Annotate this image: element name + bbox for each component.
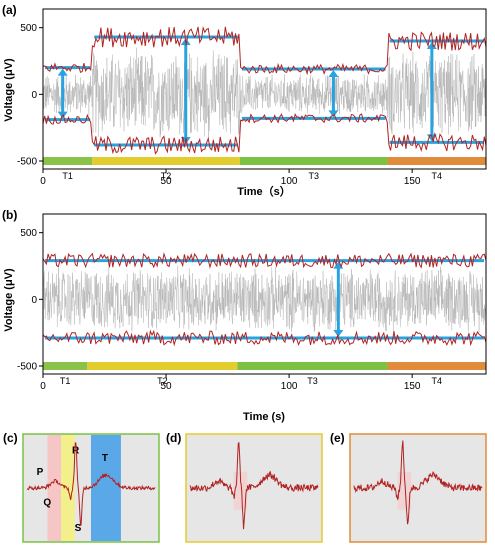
segment-label-t1: T1 — [60, 376, 71, 386]
y-tick-label: 0 — [31, 90, 37, 101]
plot-a-frame — [42, 8, 487, 170]
plot-b-frame — [42, 213, 487, 375]
y-tick-label: -500 — [17, 362, 37, 373]
ecg-beat — [26, 441, 156, 527]
x-tick-label: 100 — [281, 176, 298, 187]
segment-label-t3: T3 — [308, 171, 319, 181]
arrow-head — [333, 261, 344, 269]
wave-label-t: T — [102, 453, 108, 464]
wave-label-p: P — [37, 467, 44, 478]
segment-label-t4: T4 — [432, 376, 443, 386]
segment-bar-t4 — [387, 157, 486, 165]
beat-frame — [349, 433, 487, 543]
panel-label: (d) — [166, 431, 181, 445]
y-tick-label: 500 — [20, 228, 37, 239]
envelope-lower — [42, 329, 487, 347]
arrow-head — [328, 110, 339, 118]
segment-label-t2: T2 — [161, 171, 172, 181]
x-tick-label: 50 — [160, 381, 172, 392]
wave-label-s: S — [75, 523, 82, 534]
segment-bar-t1 — [43, 362, 88, 370]
wave-label-q: Q — [43, 497, 51, 508]
ecg-beat — [189, 441, 319, 530]
panel-a-label: (a) — [2, 3, 17, 17]
x-axis-label-b: Time (s) — [243, 411, 285, 423]
segment-bar-t3 — [239, 157, 388, 165]
x-tick-label: 150 — [404, 381, 421, 392]
panel-d: (d) — [166, 431, 323, 543]
y-tick-label: 500 — [20, 23, 37, 34]
x-tick-label: 150 — [404, 176, 421, 187]
x-tick-label: 0 — [40, 381, 46, 392]
segment-label-t1: T1 — [62, 171, 73, 181]
segment-label-t4: T4 — [432, 171, 443, 181]
y-tick-label: -500 — [17, 157, 37, 168]
envelope-lower — [42, 113, 487, 155]
x-tick-label: 0 — [40, 176, 46, 187]
panel-label: (e) — [330, 431, 345, 445]
ecg-signal — [42, 47, 487, 139]
ecg-signal — [42, 265, 487, 333]
arrow-head — [333, 330, 344, 337]
segment-bar-t1 — [43, 157, 93, 165]
y-tick-label: 0 — [31, 295, 37, 306]
arrow-head — [426, 42, 437, 49]
qrs-region — [61, 435, 75, 541]
x-tick-label: 100 — [281, 381, 298, 392]
x-axis-label-a: Time（s） — [237, 185, 291, 198]
st-region — [91, 435, 121, 541]
arrow-head — [328, 70, 339, 77]
y-axis-label-a: Voltage (μV) — [3, 58, 15, 122]
ecg-beat — [353, 440, 483, 525]
panel-e: (e) — [330, 431, 487, 543]
panel-label: (c) — [3, 431, 18, 445]
segment-label-t2: T2 — [157, 376, 168, 386]
y-axis-label-b: Voltage (μV) — [3, 268, 15, 332]
panel-b-label: (b) — [2, 208, 17, 222]
segment-bar-t2 — [92, 157, 240, 165]
pq-region — [47, 435, 62, 541]
arrow-head — [57, 68, 68, 76]
x-tick-label: 50 — [160, 176, 172, 187]
segment-bar-t4 — [387, 362, 486, 370]
envelope-upper — [42, 25, 487, 76]
envelope-upper — [42, 252, 487, 269]
segment-bar-t3 — [237, 362, 388, 370]
segment-bar-t2 — [87, 362, 238, 370]
segment-label-t3: T3 — [307, 376, 318, 386]
